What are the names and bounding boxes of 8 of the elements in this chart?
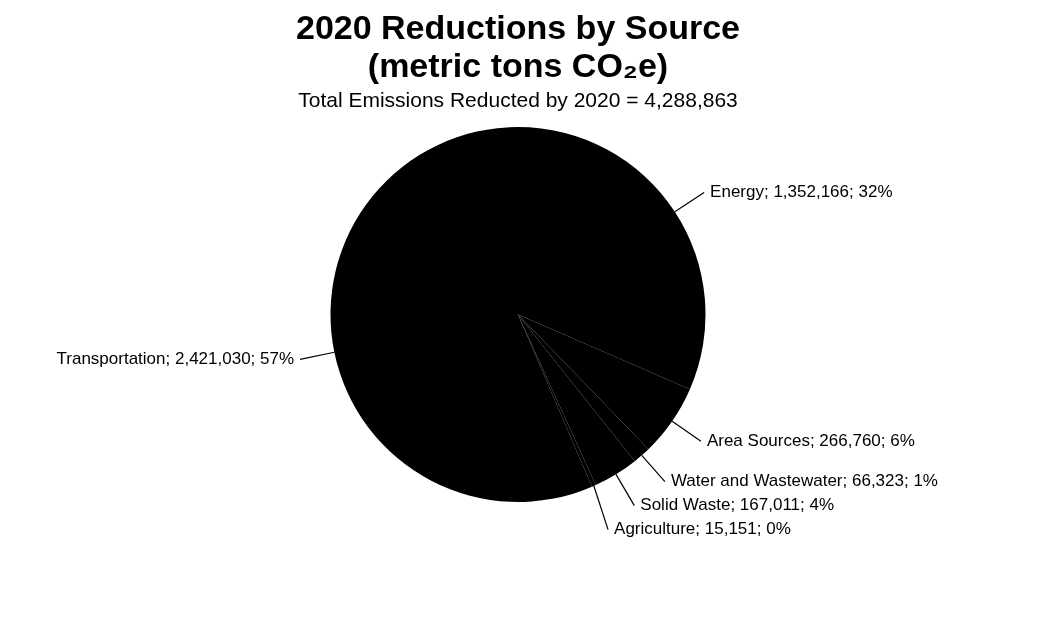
slice-label: Transportation; 2,421,030; 57% xyxy=(56,349,295,369)
slice-label: Agriculture; 15,151; 0% xyxy=(614,519,791,539)
slice-label: Solid Waste; 167,011; 4% xyxy=(640,495,835,515)
slice-label: Water and Wastewater; 66,323; 1% xyxy=(670,471,938,491)
slice-label: Area Sources; 266,760; 6% xyxy=(706,431,915,451)
chart-title: 2020 Reductions by Source (metric tons CO₂e) xyxy=(294,8,741,85)
chart-subtitle: Total Emissions Reducted by 2020 = 4,288,863 xyxy=(297,88,739,113)
slice-label: Energy; 1,352,166; 32% xyxy=(710,182,893,202)
